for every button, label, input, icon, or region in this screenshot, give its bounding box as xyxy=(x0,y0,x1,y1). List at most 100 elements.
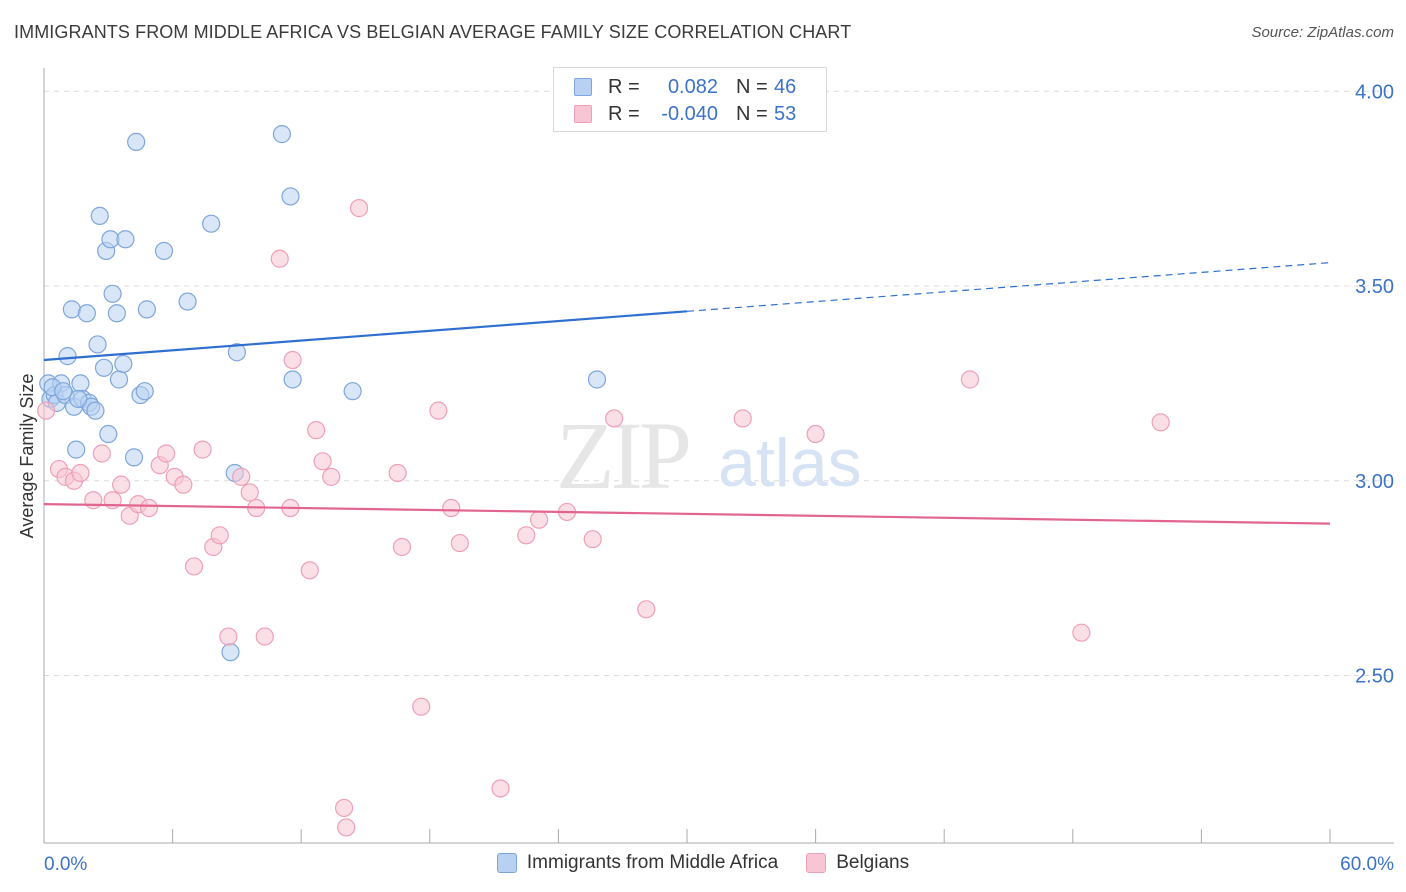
watermark: ZIP atlas xyxy=(556,402,862,509)
point-belgians xyxy=(193,440,212,459)
point-immigrants xyxy=(69,389,88,409)
point-immigrants xyxy=(281,187,300,206)
point-belgians xyxy=(960,370,980,389)
point-belgians xyxy=(392,537,412,557)
legend-item-belgians[interactable]: Belgians xyxy=(806,852,909,874)
point-immigrants xyxy=(114,354,133,374)
source-label: Source: ZipAtlas.com xyxy=(1251,24,1394,41)
point-immigrants xyxy=(107,304,126,323)
point-belgians xyxy=(491,779,510,798)
trendline-immigrants xyxy=(43,310,688,362)
point-immigrants xyxy=(94,358,114,377)
point-belgians xyxy=(605,409,624,428)
point-belgians xyxy=(174,475,193,494)
point-immigrants xyxy=(86,401,105,420)
x-tick-label-min: 0.0% xyxy=(44,854,87,875)
point-belgians xyxy=(300,561,319,580)
point-belgians xyxy=(349,199,369,218)
point-belgians xyxy=(337,818,356,837)
point-belgians xyxy=(210,526,229,545)
point-belgians xyxy=(232,467,251,486)
legend-label-belgians: Belgians xyxy=(836,852,910,873)
point-immigrants xyxy=(135,382,154,401)
point-immigrants xyxy=(221,643,240,662)
point-immigrants xyxy=(178,292,197,311)
point-immigrants xyxy=(109,370,129,389)
x-tick-label-max: 60.0% xyxy=(1340,854,1394,875)
point-belgians xyxy=(806,424,825,444)
y-tick-label: 2.50 xyxy=(1355,666,1394,688)
point-belgians xyxy=(429,401,448,420)
point-immigrants xyxy=(54,382,73,401)
y-axis-label: Average Family Size xyxy=(17,374,37,539)
point-immigrants xyxy=(124,448,144,467)
legend-swatch-blue xyxy=(496,853,517,873)
point-belgians xyxy=(583,530,602,549)
trend-layer xyxy=(43,262,1331,525)
n-value: 53 xyxy=(774,102,797,125)
point-immigrants xyxy=(90,206,109,226)
point-belgians xyxy=(84,491,103,510)
point-belgians xyxy=(71,463,90,483)
point-belgians xyxy=(37,401,56,420)
point-immigrants xyxy=(283,370,302,389)
point-belgians xyxy=(1072,623,1091,642)
trendline-immigrants-extension xyxy=(686,262,1331,312)
legend-row-belgians: R = -0.040 N = 53 xyxy=(574,101,796,127)
point-belgians xyxy=(219,627,238,646)
point-belgians xyxy=(139,498,159,518)
stats-legend: R = 0.082 N = 46 R = -0.040 N = 53 xyxy=(553,67,827,132)
y-tick-label: 3.50 xyxy=(1355,276,1394,298)
y-tick-label: 3.00 xyxy=(1355,471,1394,493)
r-label: R = xyxy=(608,75,640,98)
point-belgians xyxy=(240,483,259,502)
trendline-belgians xyxy=(43,503,1331,525)
r-value: 0.082 xyxy=(667,75,718,98)
point-immigrants xyxy=(62,300,81,319)
point-immigrants xyxy=(77,304,96,323)
point-belgians xyxy=(1151,413,1170,432)
point-belgians xyxy=(270,249,289,268)
point-immigrants xyxy=(137,300,156,319)
point-belgians xyxy=(307,421,326,440)
labels-layer: 2.50 3.00 3.50 4.00 0.0% 60.0% Average Family … xyxy=(17,81,1394,875)
watermark-zip: ZIP xyxy=(556,402,689,509)
r-label: R = xyxy=(608,102,640,125)
point-belgians xyxy=(450,533,469,553)
point-belgians xyxy=(637,600,656,619)
n-label: N = xyxy=(736,75,768,98)
point-immigrants xyxy=(67,440,86,459)
legend-row-immigrants: R = 0.082 N = 46 xyxy=(574,74,796,100)
legend-item-immigrants[interactable]: Immigrants from Middle Africa xyxy=(496,852,779,874)
legend-swatch-pink xyxy=(574,105,592,123)
point-immigrants xyxy=(127,132,146,151)
point-immigrants xyxy=(103,284,122,303)
point-belgians xyxy=(530,510,549,529)
point-immigrants xyxy=(202,214,221,233)
point-immigrants xyxy=(587,370,607,389)
point-immigrants xyxy=(71,374,90,393)
point-belgians xyxy=(412,697,431,716)
point-immigrants xyxy=(154,241,174,261)
legend-swatch-pink xyxy=(806,853,827,873)
point-belgians xyxy=(733,409,752,428)
grid-layer xyxy=(44,90,1394,677)
point-belgians xyxy=(334,798,354,818)
point-immigrants xyxy=(99,424,118,444)
legend-label-immigrants: Immigrants from Middle Africa xyxy=(526,852,779,873)
point-immigrants xyxy=(343,382,362,401)
axes-layer xyxy=(43,68,1394,844)
series-legend: Immigrants from Middle Africa Belgians xyxy=(0,852,1406,874)
point-immigrants xyxy=(272,125,292,144)
n-label: N = xyxy=(736,102,768,125)
n-value: 46 xyxy=(774,75,797,98)
point-belgians xyxy=(112,475,131,494)
watermark-atlas: atlas xyxy=(718,425,862,501)
point-belgians xyxy=(184,557,204,576)
y-tick-label: 4.00 xyxy=(1355,81,1394,103)
point-belgians xyxy=(92,444,111,463)
point-belgians xyxy=(388,463,407,483)
point-belgians xyxy=(283,350,302,370)
point-belgians xyxy=(517,526,536,545)
